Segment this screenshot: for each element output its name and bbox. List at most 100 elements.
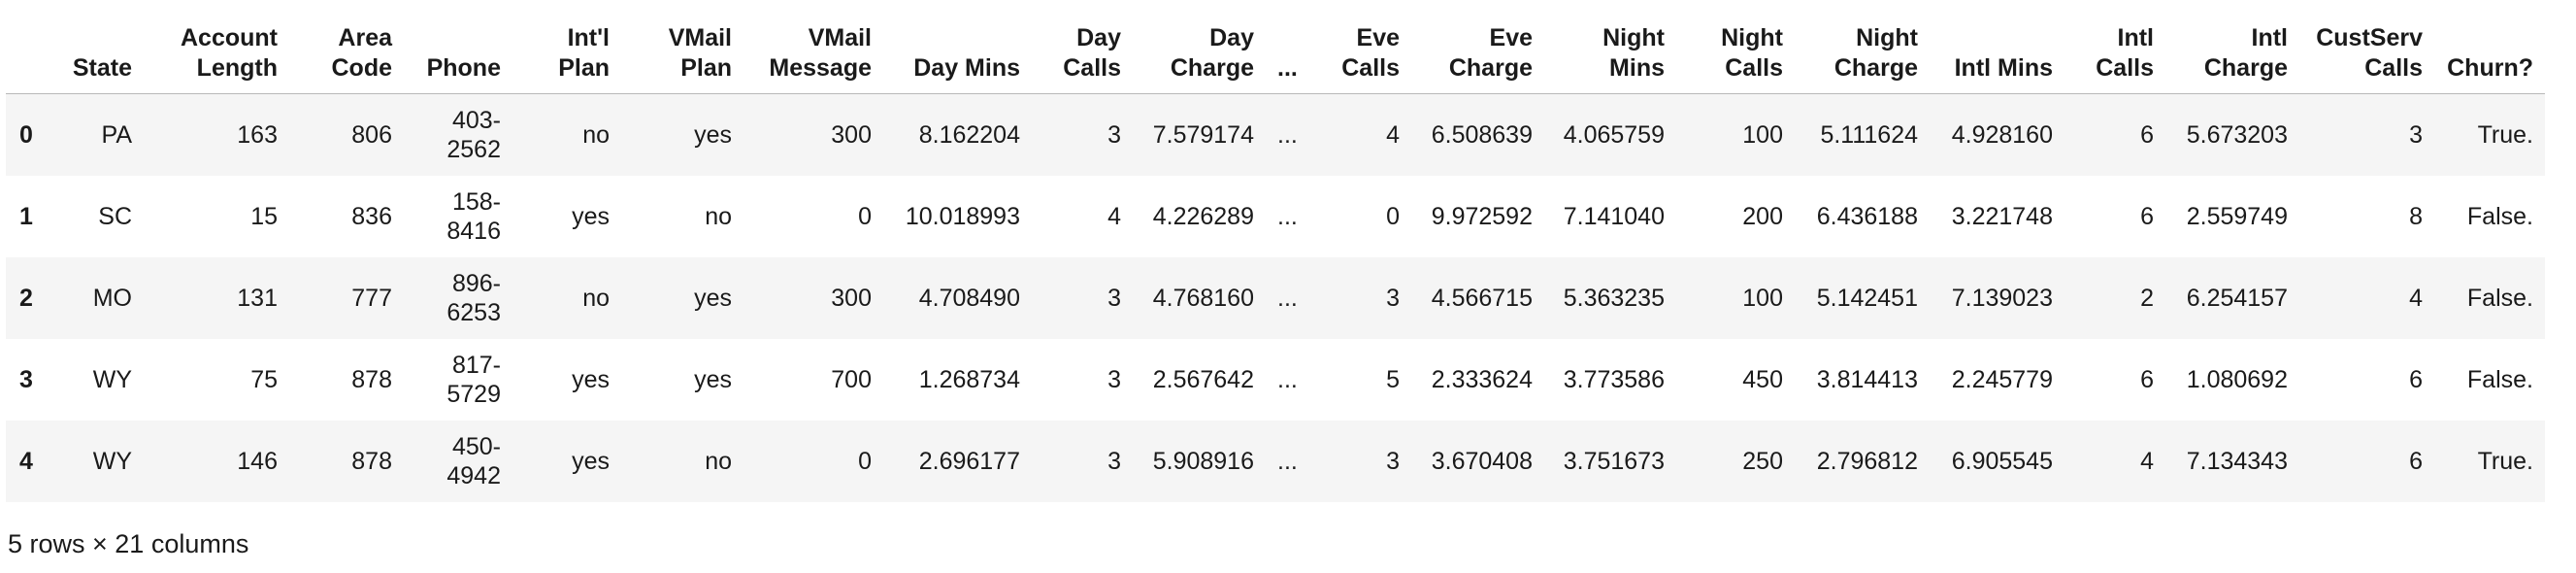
table-cell: 100 [1742, 121, 1783, 149]
column-header: Area Code [289, 17, 404, 94]
table-cell: 4 [2409, 285, 2423, 312]
table-cell: 2 [2140, 285, 2154, 312]
table-cell: 3 [1107, 366, 1121, 393]
table-cell: 5.111624 [1820, 121, 1918, 149]
column-header: Day Calls [1032, 17, 1133, 94]
table-cell: 2.696177 [918, 448, 1020, 475]
table-cell: 2.333624 [1431, 366, 1533, 393]
table-cell: 7.141040 [1563, 203, 1665, 230]
table-cell: 7.139023 [1951, 285, 2053, 312]
table-cell: 700 [831, 366, 872, 393]
dataframe-table: State Account Length Area Code Phone Int'l Plan… [6, 17, 2545, 502]
table-cell: 450- 4942 [446, 433, 501, 489]
column-header: Churn? [2434, 17, 2545, 94]
table-cell: 4 [1107, 203, 1121, 230]
table-cell: no [582, 121, 610, 149]
table-cell: 4.226289 [1152, 203, 1254, 230]
table-cell: 75 [250, 366, 278, 393]
table-cell: 2.567642 [1152, 366, 1254, 393]
table-cell: 878 [351, 448, 392, 475]
table-cell: False. [2466, 203, 2533, 230]
table-cell: False. [2466, 285, 2533, 312]
table-cell: 7.579174 [1152, 121, 1254, 149]
table-cell: no [582, 285, 610, 312]
table-cell: ... [1277, 366, 1298, 393]
column-header: Night Mins [1544, 17, 1676, 94]
table-cell: 6 [2140, 366, 2154, 393]
table-cell: 200 [1742, 203, 1783, 230]
column-header: Day Charge [1133, 17, 1266, 94]
table-cell: 5.908916 [1152, 448, 1254, 475]
table-cell: 6 [2409, 366, 2423, 393]
table-cell: yes [572, 366, 610, 393]
table-cell: 6 [2409, 448, 2423, 475]
column-header: Eve Charge [1411, 17, 1544, 94]
table-cell: 5.142451 [1816, 285, 1918, 312]
table-cell: 6 [2140, 121, 2154, 149]
table-cell: 300 [831, 121, 872, 149]
table-cell: 300 [831, 285, 872, 312]
table-cell: 9.972592 [1431, 203, 1533, 230]
table-cell: 6.254157 [2186, 285, 2288, 312]
column-header: Phone [404, 17, 512, 94]
table-cell: 4.768160 [1152, 285, 1254, 312]
table-cell: 0 [858, 203, 872, 230]
column-header: Eve Calls [1305, 17, 1411, 94]
index-header [6, 17, 50, 94]
column-header: Account Length [144, 17, 289, 94]
table-cell: ... [1277, 121, 1298, 149]
table-cell: 4.928160 [1951, 121, 2053, 149]
table-cell: 4 [2140, 448, 2154, 475]
table-cell: 0 [858, 448, 872, 475]
column-header: Intl Charge [2165, 17, 2299, 94]
table-cell: 896- 6253 [446, 270, 501, 326]
table-cell: 1.268734 [918, 366, 1020, 393]
table-cell: 777 [351, 285, 392, 312]
table-cell: yes [694, 285, 732, 312]
column-header: Intl Mins [1930, 17, 2064, 94]
table-cell: 3 [2409, 121, 2423, 149]
row-index: 0 [19, 121, 33, 149]
table-cell: 0 [1386, 203, 1400, 230]
table-cell: 5.673203 [2186, 121, 2288, 149]
table-cell: ... [1277, 285, 1298, 312]
table-cell: 836 [351, 203, 392, 230]
table-cell: 4.708490 [918, 285, 1020, 312]
row-index: 4 [19, 448, 33, 475]
row-index: 2 [19, 285, 33, 312]
table-cell: True. [2477, 448, 2533, 475]
table-cell: 250 [1742, 448, 1783, 475]
table-cell: WY [92, 448, 132, 475]
table-cell: 6.508639 [1431, 121, 1533, 149]
dataframe-shape-label: 5 rows × 21 columns [8, 529, 249, 558]
table-cell: 1.080692 [2186, 366, 2288, 393]
table-cell: 3 [1107, 285, 1121, 312]
table-cell: 3.670408 [1431, 448, 1533, 475]
table-cell: 3.221748 [1951, 203, 2053, 230]
table-cell: 2.559749 [2186, 203, 2288, 230]
table-cell: 2.245779 [1951, 366, 2053, 393]
column-header: Night Charge [1795, 17, 1930, 94]
table-cell: 3.751673 [1563, 448, 1665, 475]
column-header: Int'l Plan [512, 17, 621, 94]
row-index: 3 [19, 366, 33, 393]
table-cell: 817- 5729 [446, 352, 501, 408]
table-row: 4 WY 146 878 450- 4942 yes no 0 2.696177 3 5.908916… [6, 421, 2545, 502]
table-cell: 3.773586 [1563, 366, 1665, 393]
table-row: 2 MO 131 777 896- 6253 no yes 300 4.708490 3 4.7681… [6, 257, 2545, 339]
table-cell: 5.363235 [1563, 285, 1665, 312]
table-cell: 806 [351, 121, 392, 149]
table-cell: 158- 8416 [446, 188, 501, 245]
table-cell: True. [2477, 121, 2533, 149]
column-header: Night Calls [1676, 17, 1795, 94]
table-cell: 10.018993 [905, 203, 1020, 230]
table-cell: ... [1277, 203, 1298, 230]
table-cell: 131 [237, 285, 278, 312]
table-cell: 4.065759 [1563, 121, 1665, 149]
table-cell: 6.436188 [1816, 203, 1918, 230]
table-cell: 163 [237, 121, 278, 149]
table-cell: 8.162204 [918, 121, 1020, 149]
table-cell: WY [92, 366, 132, 393]
table-cell: 3 [1386, 285, 1400, 312]
